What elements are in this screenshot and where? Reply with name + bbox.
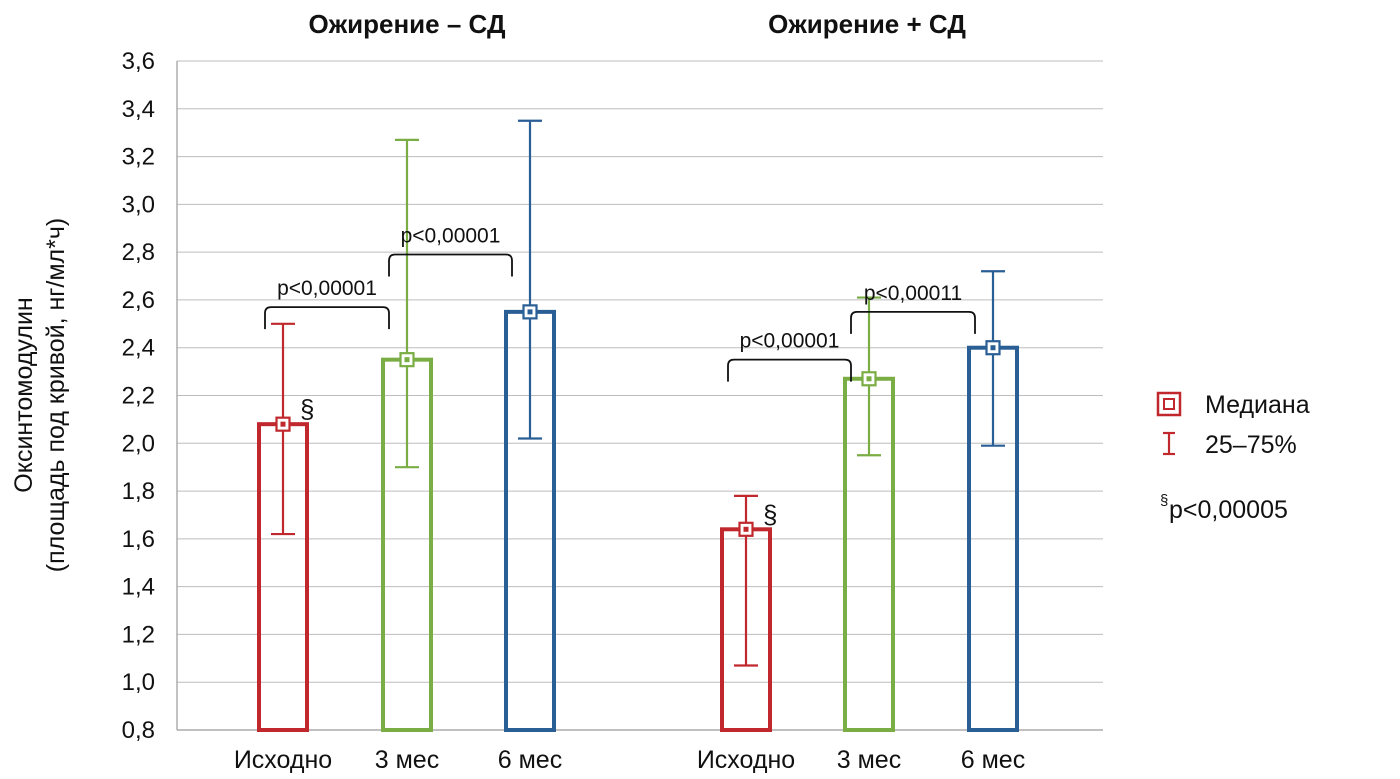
median-marker-dot	[990, 345, 996, 351]
y-tick-label: 3,2	[122, 144, 155, 171]
y-tick-label: 1,6	[122, 526, 155, 553]
y-tick-label: 3,6	[122, 48, 155, 75]
comparison-bracket	[388, 253, 513, 277]
legend-label-iqr: 25–75%	[1205, 431, 1297, 459]
legend-label-median: Медиана	[1205, 391, 1310, 419]
x-category-label: Исходно	[234, 746, 332, 774]
y-tick-label: 1,4	[122, 574, 155, 601]
x-category-label: 3 мес	[375, 746, 439, 774]
p-value-label: p<0,00001	[740, 330, 840, 353]
median-marker-dot	[280, 421, 286, 427]
y-axis-label: Оксинтомодулин	[10, 297, 38, 492]
median-marker-dot	[866, 376, 872, 382]
y-tick-label: 1,2	[122, 621, 155, 648]
y-tick-label: 2,0	[122, 430, 155, 457]
comparison-bracket	[850, 310, 976, 334]
y-tick-label: 2,8	[122, 239, 155, 266]
legend-note-text: p<0,00005	[1169, 496, 1288, 524]
significance-mark: §	[763, 499, 777, 529]
p-value-label: p<0,00001	[277, 277, 377, 300]
y-tick-label: 2,6	[122, 287, 155, 314]
x-category-label: 3 мес	[837, 746, 901, 774]
y-tick-label: 3,4	[122, 96, 155, 123]
x-category-label: Исходно	[697, 746, 795, 774]
y-tick-label: 0,8	[122, 717, 155, 744]
x-category-label: 6 мес	[961, 746, 1025, 774]
significance-mark: §	[300, 394, 314, 424]
x-category-label: 6 мес	[498, 746, 562, 774]
legend-note-mark: §	[1160, 492, 1168, 509]
comparison-bracket	[264, 306, 390, 330]
median-marker-dot	[743, 526, 749, 532]
y-tick-label: 1,8	[122, 478, 155, 505]
y-tick-label: 1,0	[122, 669, 155, 696]
group-title: Ожирение + СД	[768, 9, 966, 39]
legend-median-icon-inner	[1163, 398, 1175, 410]
y-tick-label: 2,4	[122, 335, 155, 362]
group-title: Ожирение – СД	[309, 9, 506, 39]
median-marker-dot	[527, 309, 533, 315]
median-marker-dot	[404, 357, 410, 363]
y-axis-label-units: (площадь под кривой, нг/мл*ч)	[42, 218, 70, 572]
comparison-bracket	[727, 358, 852, 382]
p-value-label: p<0,00011	[864, 282, 962, 305]
p-value-label: p<0,00001	[401, 225, 501, 248]
y-tick-label: 2,2	[122, 383, 155, 410]
y-tick-label: 3,0	[122, 191, 155, 218]
